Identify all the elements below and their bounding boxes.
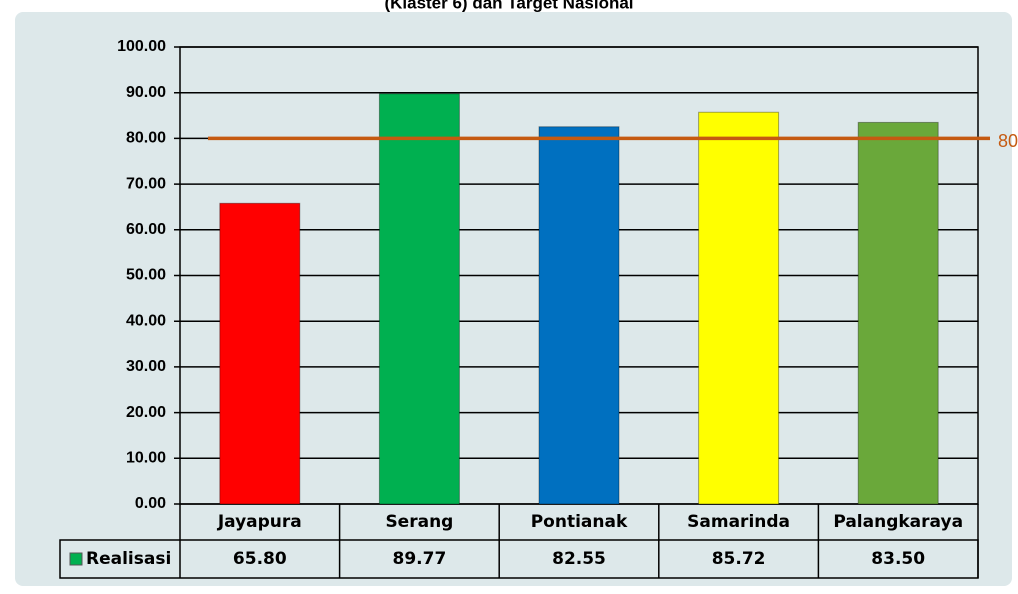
y-tick-label: 0.00 (135, 495, 166, 512)
y-tick-label: 50.00 (126, 267, 166, 284)
y-tick-label: 100.00 (117, 38, 166, 55)
x-tick-label: Samarinda (687, 512, 790, 532)
legend-label: Realisasi (86, 549, 171, 569)
y-tick-label: 30.00 (126, 358, 166, 375)
bar (858, 122, 938, 504)
y-tick-label: 20.00 (126, 404, 166, 421)
x-tick-label: Jayapura (217, 512, 302, 532)
y-tick-label: 40.00 (126, 312, 166, 329)
value-label: 82.55 (552, 549, 606, 569)
value-label: 89.77 (393, 549, 447, 569)
x-tick-label: Serang (385, 512, 453, 532)
bar (220, 203, 300, 504)
bar (379, 94, 459, 504)
value-label: 65.80 (233, 549, 287, 569)
chart-title: (Klaster 6) dan Target Nasional (384, 0, 633, 12)
y-tick-label: 10.00 (126, 450, 166, 467)
bar (539, 127, 619, 504)
legend-swatch (70, 553, 82, 565)
y-tick-label: 90.00 (126, 84, 166, 101)
x-tick-label: Pontianak (531, 512, 628, 532)
target-label: 80 (998, 131, 1018, 151)
value-label: 83.50 (871, 549, 925, 569)
value-label: 85.72 (712, 549, 766, 569)
y-tick-label: 80.00 (126, 130, 166, 147)
chart: (Klaster 6) dan Target Nasional 0.00 10.0… (0, 0, 1018, 594)
y-tick-label: 70.00 (126, 175, 166, 192)
y-tick-label: 60.00 (126, 221, 166, 238)
x-tick-label: Palangkaraya (833, 512, 963, 532)
bar (699, 112, 779, 504)
